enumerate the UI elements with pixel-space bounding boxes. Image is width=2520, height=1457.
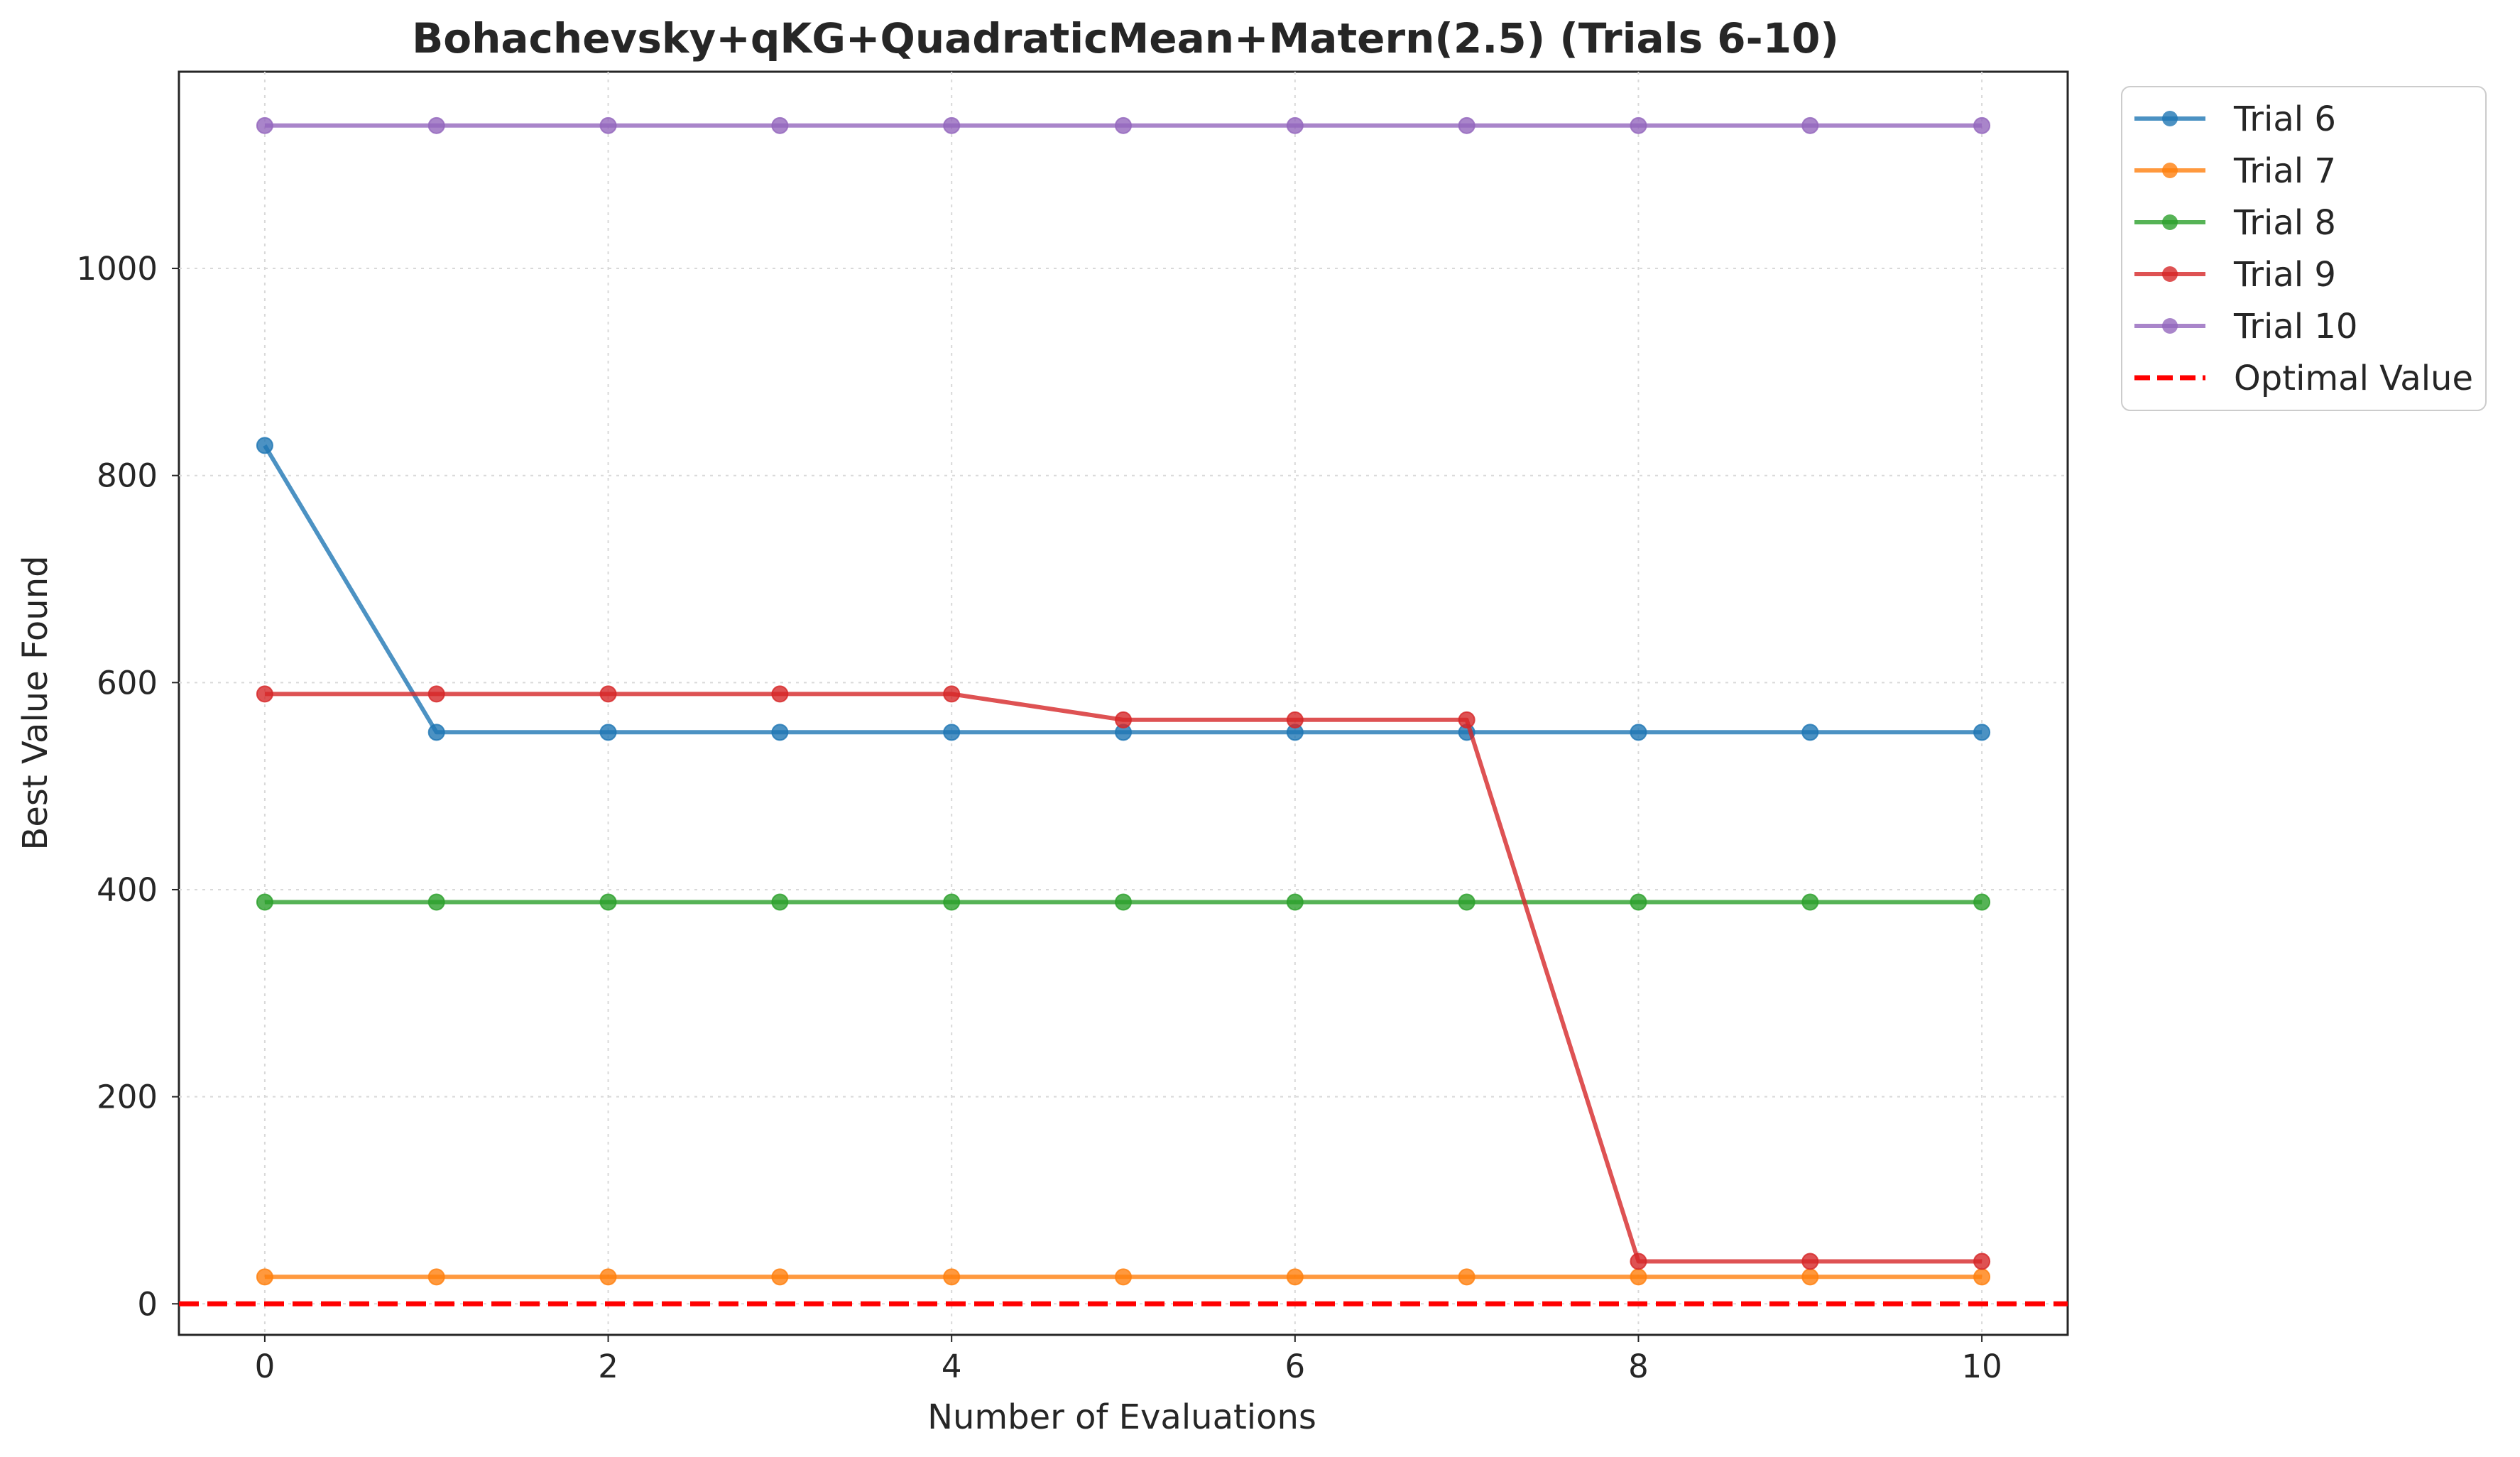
data-point xyxy=(599,724,617,741)
data-point xyxy=(1973,893,1991,911)
data-point xyxy=(771,1268,789,1286)
data-point xyxy=(256,437,273,454)
legend-marker xyxy=(2162,214,2178,230)
data-point xyxy=(1286,116,1304,134)
data-point xyxy=(771,685,789,703)
legend-frame xyxy=(2121,86,2487,411)
data-point xyxy=(1115,1268,1132,1286)
legend-item: Trial 8 xyxy=(2134,203,2336,243)
data-point xyxy=(943,1268,961,1286)
legend-marker xyxy=(2162,266,2178,282)
data-point xyxy=(256,893,273,911)
data-point xyxy=(256,685,273,703)
legend-label: Trial 7 xyxy=(2233,151,2336,191)
legend-items: Trial 6 Trial 7 Trial 8 Trial 9 Trial 10 Opti… xyxy=(2134,99,2473,398)
data-point xyxy=(943,724,961,741)
axis-ticks: 0 2 4 6 8 10 0 200 400 600 800 1000 xyxy=(76,250,2002,1385)
data-point xyxy=(1630,1268,1647,1286)
series-trial-8 xyxy=(256,893,1991,911)
data-point xyxy=(427,685,445,703)
y-tick-label: 800 xyxy=(97,457,158,495)
legend: Trial 6 Trial 7 Trial 8 Trial 9 Trial 10 Opti… xyxy=(2121,86,2487,411)
data-point xyxy=(1801,724,1819,741)
data-point xyxy=(1801,1253,1819,1270)
legend-label: Optimal Value xyxy=(2234,359,2473,398)
data-point xyxy=(1801,893,1819,911)
data-point xyxy=(1630,116,1647,134)
data-point xyxy=(256,116,273,134)
data-point xyxy=(599,1268,617,1286)
data-point xyxy=(1801,1268,1819,1286)
x-axis-label: Number of Evaluations xyxy=(927,1397,1316,1437)
series-layer xyxy=(256,116,1991,1286)
y-tick-label: 200 xyxy=(97,1079,158,1116)
chart-title: Bohachevsky+qKG+QuadraticMean+Matern(2.5… xyxy=(412,14,1839,62)
y-axis-label: Best Value Found xyxy=(16,555,55,850)
y-tick-label: 1000 xyxy=(76,250,158,288)
data-point xyxy=(599,685,617,703)
legend-item: Trial 6 xyxy=(2134,99,2336,139)
data-point xyxy=(1458,711,1476,728)
x-tick-label: 2 xyxy=(598,1348,618,1385)
x-tick-label: 10 xyxy=(1961,1348,2002,1385)
data-point xyxy=(1115,116,1132,134)
data-point xyxy=(256,1268,273,1286)
legend-marker xyxy=(2162,163,2178,178)
x-tick-label: 0 xyxy=(255,1348,276,1385)
x-tick-label: 6 xyxy=(1284,1348,1305,1385)
data-point xyxy=(1801,116,1819,134)
data-point xyxy=(771,893,789,911)
data-point xyxy=(1973,724,1991,741)
data-point xyxy=(1286,893,1304,911)
data-point xyxy=(1973,1253,1991,1270)
data-point xyxy=(943,685,961,703)
data-point xyxy=(1458,116,1476,134)
data-point xyxy=(427,1268,445,1286)
legend-item: Trial 10 xyxy=(2134,307,2357,346)
data-point xyxy=(427,116,445,134)
legend-label: Trial 10 xyxy=(2233,307,2357,346)
data-point xyxy=(1973,1268,1991,1286)
data-point xyxy=(1286,711,1304,728)
legend-item: Optimal Value xyxy=(2134,359,2473,398)
data-point xyxy=(1458,1268,1476,1286)
legend-item: Trial 7 xyxy=(2134,151,2336,191)
y-tick-label: 0 xyxy=(137,1285,158,1323)
plot-area: 0 2 4 6 8 10 0 200 400 600 800 1000 xyxy=(76,70,2069,1385)
data-point xyxy=(1630,724,1647,741)
legend-label: Trial 6 xyxy=(2233,99,2336,139)
y-tick-label: 400 xyxy=(97,871,158,909)
data-point xyxy=(1458,893,1476,911)
series-trial-7 xyxy=(256,1268,1991,1286)
data-point xyxy=(1630,1253,1647,1270)
legend-marker xyxy=(2162,111,2178,126)
data-point xyxy=(1973,116,1991,134)
x-tick-label: 8 xyxy=(1628,1348,1649,1385)
data-point xyxy=(943,116,961,134)
data-point xyxy=(943,893,961,911)
legend-label: Trial 8 xyxy=(2233,203,2336,243)
data-point xyxy=(1115,711,1132,728)
data-point xyxy=(427,724,445,741)
data-point xyxy=(1630,893,1647,911)
data-point xyxy=(427,893,445,911)
data-point xyxy=(771,724,789,741)
data-point xyxy=(1115,893,1132,911)
legend-marker xyxy=(2162,318,2178,334)
legend-label: Trial 9 xyxy=(2233,255,2336,295)
plot-frame xyxy=(178,70,2069,1336)
x-tick-label: 4 xyxy=(942,1348,962,1385)
data-point xyxy=(599,116,617,134)
series-trial-9 xyxy=(256,685,1991,1270)
series-trial-10 xyxy=(256,116,1991,134)
data-point xyxy=(1286,1268,1304,1286)
data-point xyxy=(771,116,789,134)
y-tick-label: 600 xyxy=(97,664,158,702)
legend-item: Trial 9 xyxy=(2134,255,2336,295)
data-point xyxy=(599,893,617,911)
